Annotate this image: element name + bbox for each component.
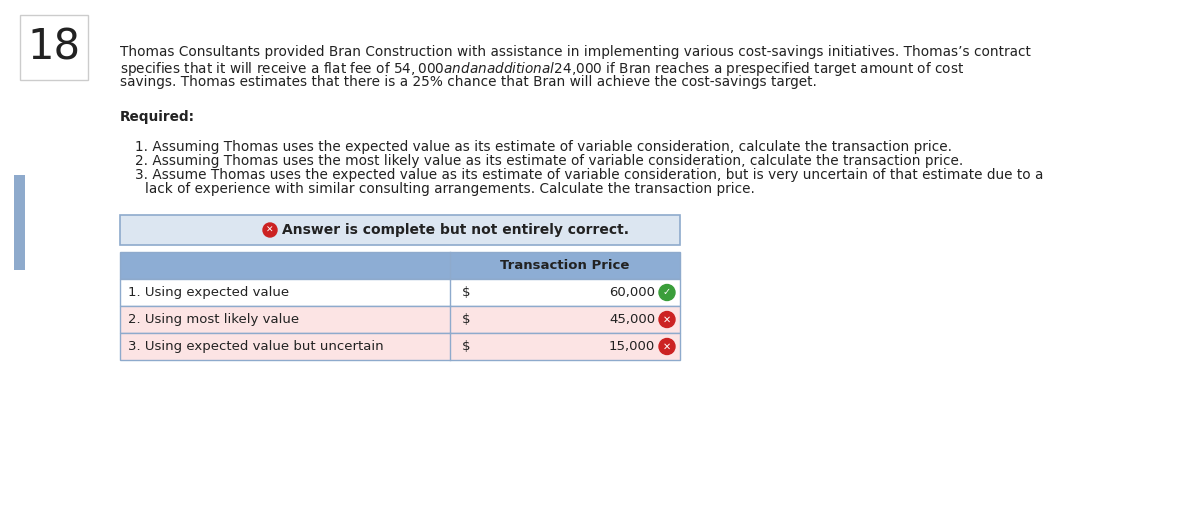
Text: $: $ bbox=[462, 340, 470, 353]
Text: Transaction Price: Transaction Price bbox=[500, 259, 630, 272]
Text: savings. Thomas estimates that there is a 25% chance that Bran will achieve the : savings. Thomas estimates that there is … bbox=[120, 75, 817, 89]
Circle shape bbox=[263, 223, 277, 237]
Circle shape bbox=[659, 285, 674, 301]
Text: ✕: ✕ bbox=[266, 226, 274, 235]
Text: Thomas Consultants provided Bran Construction with assistance in implementing va: Thomas Consultants provided Bran Constru… bbox=[120, 45, 1031, 59]
Text: 18: 18 bbox=[28, 27, 80, 68]
Text: Answer is complete but not entirely correct.: Answer is complete but not entirely corr… bbox=[282, 223, 629, 237]
FancyBboxPatch shape bbox=[120, 333, 680, 360]
FancyBboxPatch shape bbox=[20, 15, 88, 80]
Text: ✕: ✕ bbox=[662, 341, 671, 352]
Text: 1. Assuming Thomas uses the expected value as its estimate of variable considera: 1. Assuming Thomas uses the expected val… bbox=[134, 140, 952, 154]
Text: specifies that it will receive a flat fee of $54,000 and an additional $24,000 i: specifies that it will receive a flat fe… bbox=[120, 60, 964, 78]
FancyBboxPatch shape bbox=[120, 215, 680, 245]
Text: $: $ bbox=[462, 286, 470, 299]
Text: 2. Using most likely value: 2. Using most likely value bbox=[128, 313, 299, 326]
FancyBboxPatch shape bbox=[120, 252, 680, 279]
Text: 15,000: 15,000 bbox=[608, 340, 655, 353]
Circle shape bbox=[659, 338, 674, 355]
Text: 3. Assume Thomas uses the expected value as its estimate of variable considerati: 3. Assume Thomas uses the expected value… bbox=[134, 168, 1043, 182]
Text: 60,000: 60,000 bbox=[610, 286, 655, 299]
Text: 2. Assuming Thomas uses the most likely value as its estimate of variable consid: 2. Assuming Thomas uses the most likely … bbox=[134, 154, 964, 168]
Text: lack of experience with similar consulting arrangements. Calculate the transacti: lack of experience with similar consulti… bbox=[145, 182, 755, 196]
FancyBboxPatch shape bbox=[120, 279, 680, 306]
Circle shape bbox=[659, 312, 674, 328]
Text: ✓: ✓ bbox=[662, 287, 671, 297]
Text: 45,000: 45,000 bbox=[608, 313, 655, 326]
Text: Required:: Required: bbox=[120, 110, 194, 124]
FancyBboxPatch shape bbox=[14, 175, 25, 270]
Text: ✕: ✕ bbox=[662, 314, 671, 324]
FancyBboxPatch shape bbox=[120, 306, 680, 333]
Text: $: $ bbox=[462, 313, 470, 326]
Text: 1. Using expected value: 1. Using expected value bbox=[128, 286, 289, 299]
Text: 3. Using expected value but uncertain: 3. Using expected value but uncertain bbox=[128, 340, 384, 353]
